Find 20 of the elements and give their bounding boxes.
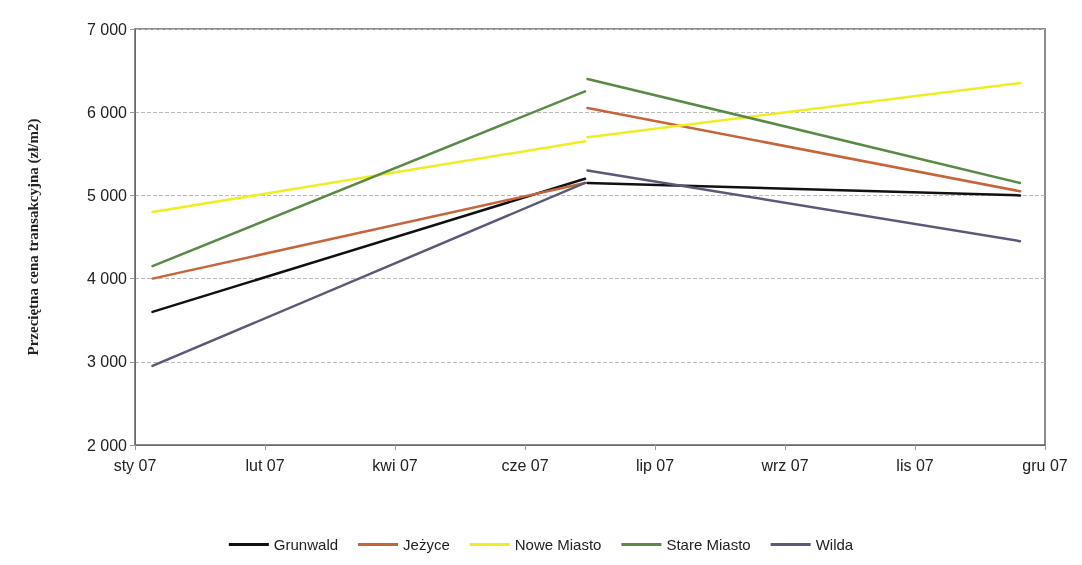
y-tick-label: 6 000 bbox=[86, 103, 128, 121]
x-tick-label: gru 07 bbox=[1022, 456, 1068, 474]
x-tick-label: kwi 07 bbox=[372, 456, 418, 474]
y-tick-label: 2 000 bbox=[86, 436, 128, 454]
legend-label: Wilda bbox=[815, 536, 854, 553]
x-tick-label: wrz 07 bbox=[760, 456, 809, 474]
y-tick-label: 3 000 bbox=[86, 353, 128, 371]
x-tick-label: sty 07 bbox=[113, 456, 157, 474]
legend-label: Stare Miasto bbox=[666, 536, 751, 553]
x-tick-label: cze 07 bbox=[501, 456, 549, 474]
y-tick-label: 4 000 bbox=[86, 270, 128, 288]
x-tick-label: lip 07 bbox=[635, 456, 675, 474]
legend-label: Nowe Miasto bbox=[514, 536, 602, 553]
y-tick-label: 5 000 bbox=[86, 186, 128, 204]
x-tick-label: lut 07 bbox=[245, 456, 285, 474]
y-tick-label: 7 000 bbox=[86, 20, 128, 38]
legend-label: Grunwald bbox=[273, 536, 339, 553]
x-tick-label: lis 07 bbox=[896, 456, 934, 474]
y-axis-title: Przeciętna cena transakcyjna (zł/m2) bbox=[24, 118, 42, 356]
legend-label: Jeżyce bbox=[403, 536, 450, 553]
